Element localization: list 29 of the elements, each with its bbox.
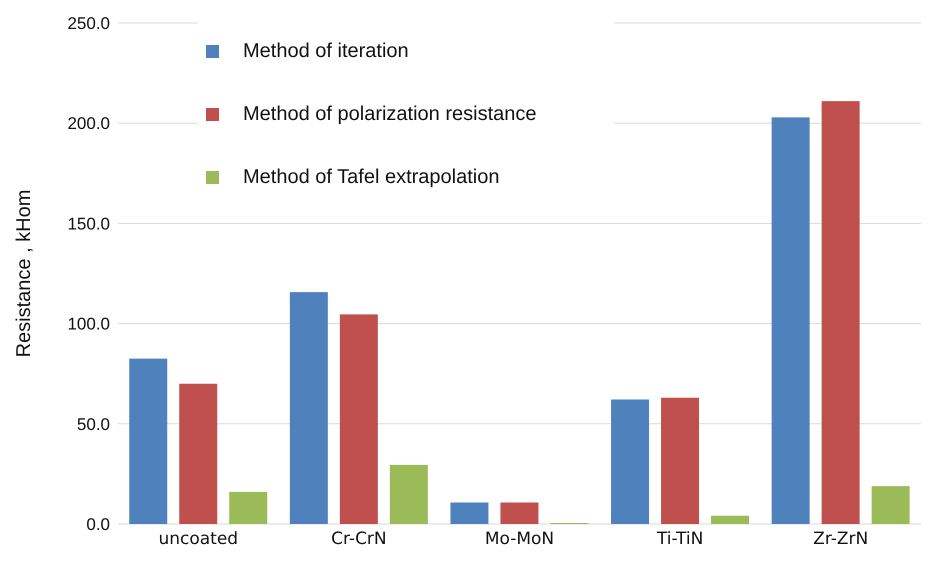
- legend-label: Method of iteration: [243, 40, 409, 63]
- y-axis-title: Resistance , kHom: [13, 190, 36, 358]
- x-tick-label: Zr-ZrN: [813, 529, 868, 550]
- x-tick-label: Cr-CrN: [331, 529, 387, 550]
- bar: [229, 492, 268, 524]
- bar: [450, 502, 488, 524]
- y-tick-label: 250.0: [67, 14, 110, 34]
- bar: [661, 398, 700, 524]
- y-tick-label: 200.0: [67, 114, 110, 134]
- bar: [179, 384, 218, 524]
- bar: [500, 502, 538, 524]
- bar: [822, 101, 860, 524]
- y-tick-label: 100.0: [67, 314, 110, 334]
- y-tick-label: 150.0: [67, 214, 110, 234]
- legend-label: Method of polarization resistance: [243, 103, 536, 126]
- y-tick-label: 0.0: [86, 515, 110, 534]
- x-tick-label: Ti-TiN: [656, 529, 704, 550]
- x-tick-label: Mo-MoN: [484, 529, 554, 550]
- bar: [872, 486, 910, 524]
- x-tick-label: uncoated: [158, 529, 238, 550]
- bar: [340, 314, 378, 524]
- bar: [772, 117, 810, 524]
- bar: [290, 292, 328, 524]
- bar: [129, 358, 168, 524]
- bar: [711, 516, 750, 524]
- bar: [611, 400, 650, 524]
- y-tick-label: 50.0: [76, 414, 110, 434]
- bar: [390, 464, 428, 524]
- legend-label: Method of Tafel extrapolation: [243, 166, 500, 189]
